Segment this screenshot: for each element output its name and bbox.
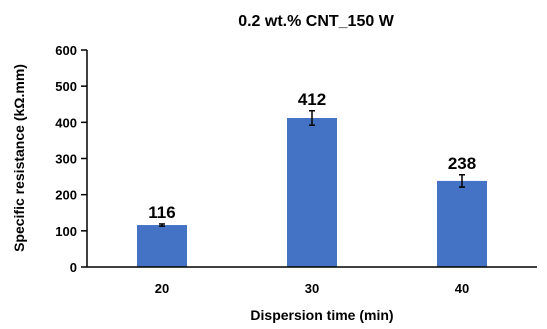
x-tick-label: 30 (305, 281, 319, 296)
bars (137, 117, 487, 267)
x-axis-label: Dispersion time (min) (250, 307, 393, 323)
data-label: 412 (298, 90, 326, 109)
y-tick-label: 500 (55, 79, 77, 94)
bar-30 (287, 117, 337, 267)
error-bars (159, 110, 465, 227)
y-tick-label: 600 (55, 43, 77, 58)
y-axis-label: Specific resistance (kΩ.mm) (11, 64, 27, 252)
y-tick-label: 400 (55, 115, 77, 130)
y-tick-label: 100 (55, 224, 77, 239)
data-label: 238 (448, 154, 476, 173)
y-tick-label: 300 (55, 152, 77, 167)
x-tick-label: 40 (455, 281, 469, 296)
y-tick-label: 200 (55, 188, 77, 203)
y-tick-label: 0 (70, 260, 77, 275)
chart-title: 0.2 wt.% CNT_150 W (238, 13, 395, 30)
bar-20 (137, 225, 187, 267)
data-label: 116 (148, 203, 175, 222)
data-labels: 116 412 238 (148, 90, 476, 222)
y-axis-ticks: 0 100 200 300 400 500 600 (55, 43, 87, 275)
x-axis-ticks: 20 30 40 (155, 281, 469, 296)
x-tick-label: 20 (155, 281, 169, 296)
bar-40 (437, 180, 487, 267)
